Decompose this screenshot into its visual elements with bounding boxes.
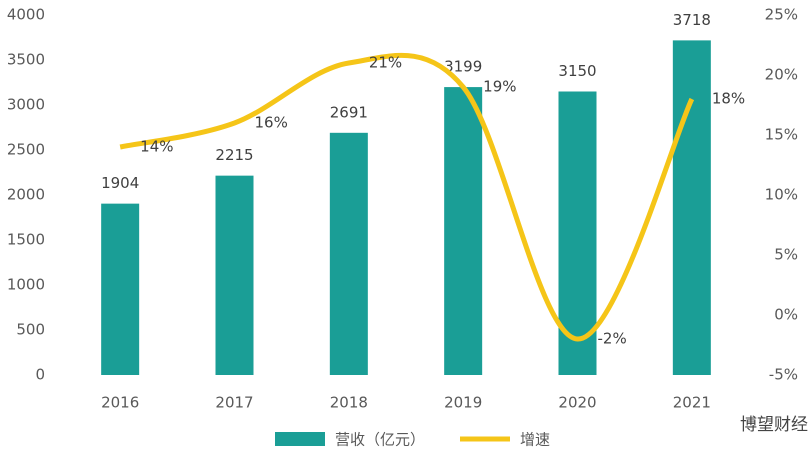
line-value-label: 19% xyxy=(483,78,516,96)
y2-tick-label: 20% xyxy=(765,66,798,84)
bar xyxy=(444,87,483,375)
bar xyxy=(329,132,368,375)
x-tick-label: 2021 xyxy=(673,394,711,412)
y-tick-label: 1500 xyxy=(7,231,45,249)
y2-tick-label: 25% xyxy=(765,6,798,24)
y-tick-label: 3500 xyxy=(7,51,45,69)
y-tick-label: 0 xyxy=(35,366,45,384)
bar-value-label: 3150 xyxy=(558,62,596,80)
y2-tick-label: 15% xyxy=(765,126,798,144)
bar xyxy=(672,40,711,375)
x-tick-label: 2017 xyxy=(215,394,253,412)
line-value-label: 16% xyxy=(255,114,288,132)
bar-value-label: 3718 xyxy=(673,11,711,29)
x-tick-label: 2019 xyxy=(444,394,482,412)
source-logo: 博望财经 xyxy=(740,415,808,435)
legend-swatch xyxy=(275,432,325,446)
line-value-label: 18% xyxy=(712,90,745,108)
legend-label: 营收（亿元） xyxy=(335,431,425,449)
bar-value-label: 3199 xyxy=(444,58,482,76)
y-tick-label: 1000 xyxy=(7,276,45,294)
x-tick-label: 2018 xyxy=(330,394,368,412)
bar xyxy=(101,203,140,375)
legend-label: 增速 xyxy=(520,431,550,449)
y-tick-label: 4000 xyxy=(7,6,45,24)
y2-tick-label: -5% xyxy=(769,366,798,384)
y-tick-label: 500 xyxy=(16,321,45,339)
y-tick-label: 3000 xyxy=(7,96,45,114)
y-tick-label: 2000 xyxy=(7,186,45,204)
line-value-label: 14% xyxy=(140,138,173,156)
x-tick-label: 2020 xyxy=(558,394,596,412)
line-value-label: -2% xyxy=(598,330,627,348)
bar-value-label: 2215 xyxy=(215,146,253,164)
line xyxy=(119,52,695,342)
y-tick-label: 2500 xyxy=(7,141,45,159)
y2-tick-label: 0% xyxy=(774,306,798,324)
y2-tick-label: 10% xyxy=(765,186,798,204)
x-tick-label: 2016 xyxy=(101,394,139,412)
bar xyxy=(215,175,254,375)
line-value-label: 21% xyxy=(369,54,402,72)
y2-tick-label: 5% xyxy=(774,246,798,264)
bar-value-label: 2691 xyxy=(330,103,368,121)
bar-value-label: 1904 xyxy=(101,174,139,192)
